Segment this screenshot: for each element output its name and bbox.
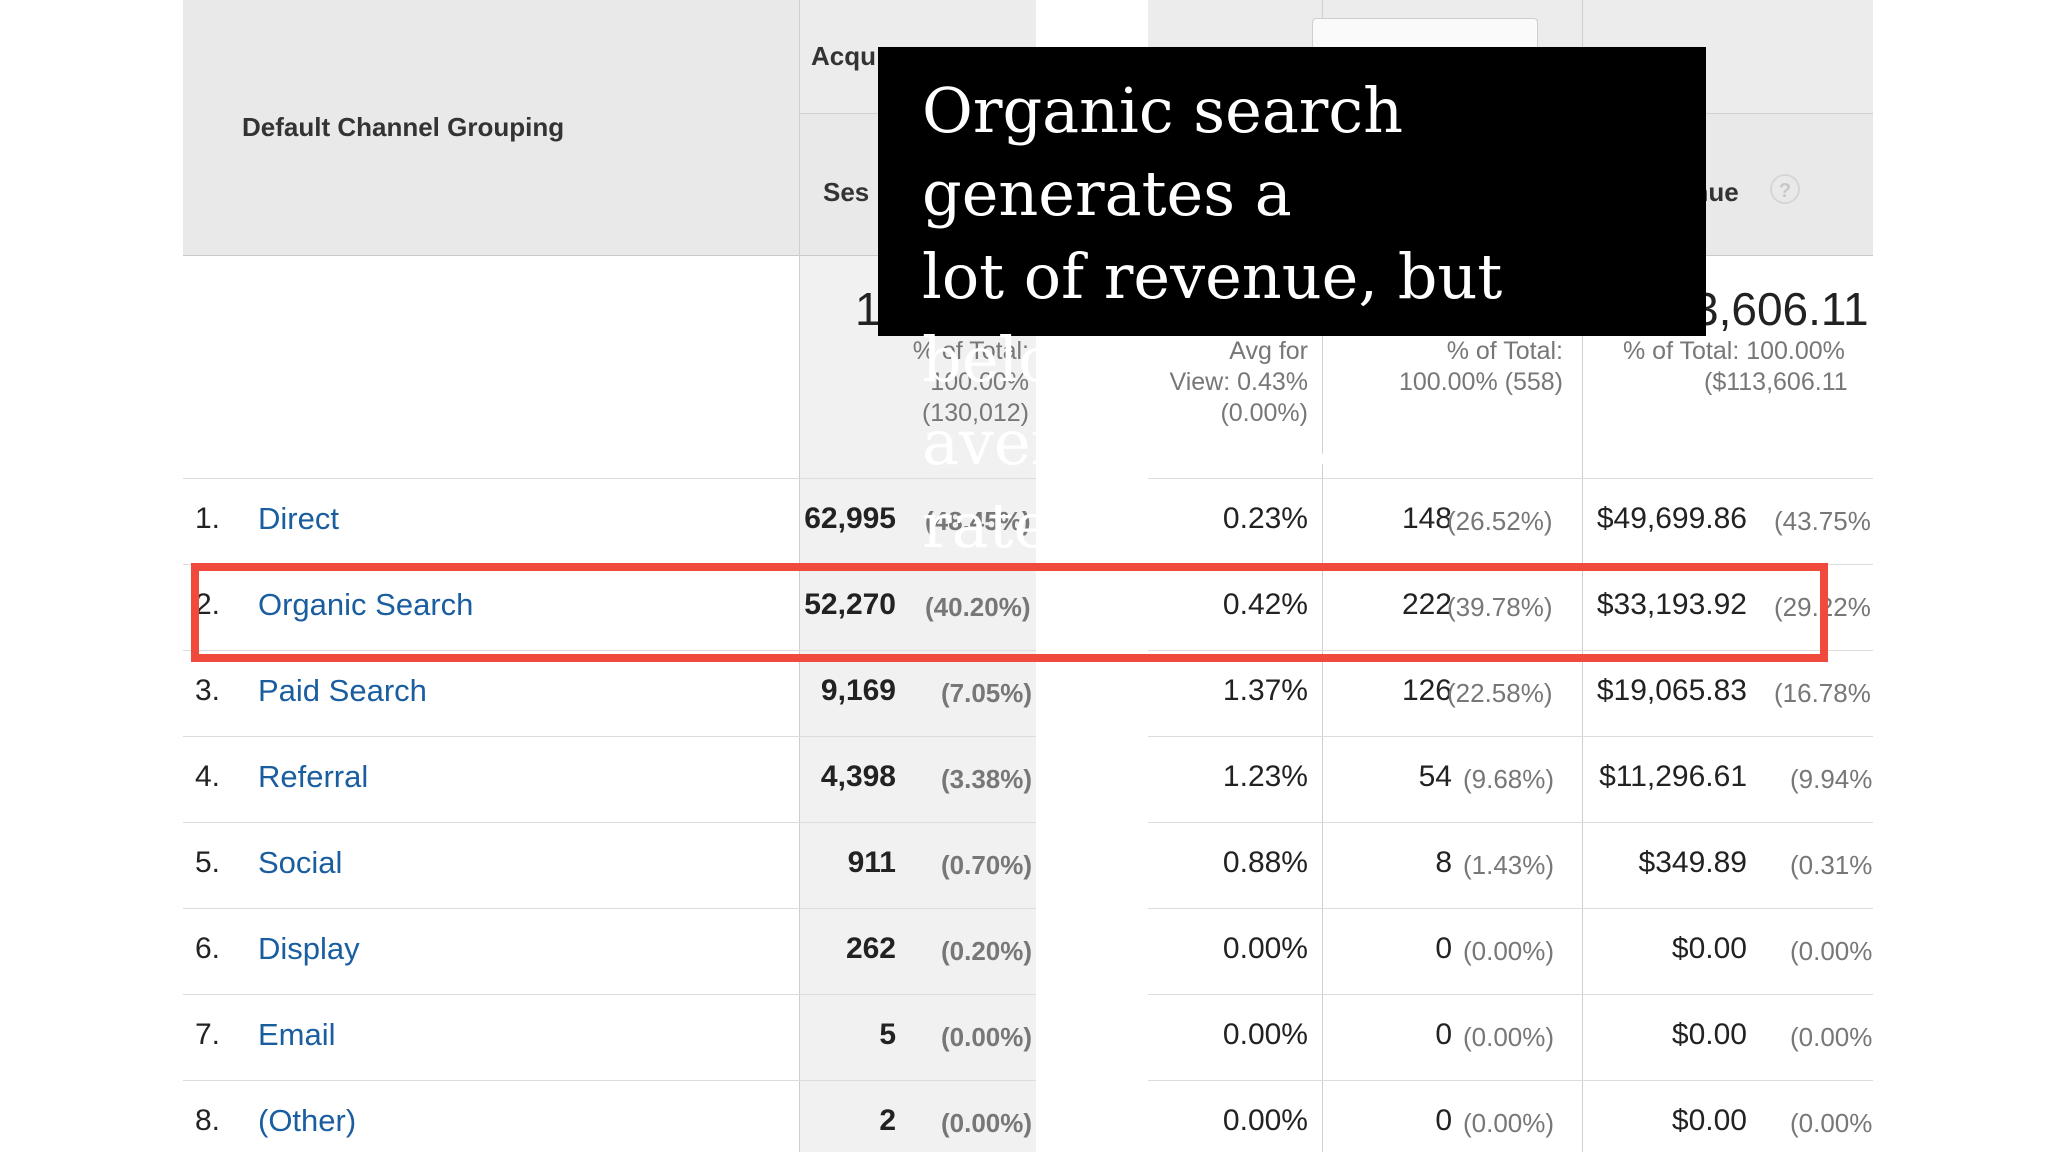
row-divider (183, 1080, 1873, 1081)
highlight-box (191, 563, 1828, 662)
conversion-rate: 0.88% (1222, 846, 1308, 879)
revenue-value: $0.00 (1671, 1018, 1747, 1051)
row-divider (183, 736, 1873, 737)
sessions-pct: (0.20%) (941, 936, 1033, 966)
revenue-pct: (9.94% (1790, 764, 1873, 794)
revenue-total-value: 3,606.11 (1693, 283, 1869, 335)
channel-link[interactable]: (Other) (258, 1103, 357, 1138)
row-number: 4. (195, 760, 221, 793)
row-divider (183, 822, 1873, 823)
sessions-pct: (48.45%) (925, 506, 1031, 536)
row-divider (183, 478, 1873, 479)
revenue-total-pct: % of Total: 100.00% ($113,606.11 (1623, 337, 1848, 396)
revenue-pct: (0.00% (1790, 1108, 1873, 1138)
row-divider (183, 994, 1873, 995)
row-number: 3. (195, 674, 221, 707)
conv-rate-total: Avg for View: 0.43% (0.00%) (1169, 337, 1308, 427)
revenue-value: $33,193.92 (1596, 588, 1747, 621)
revenue-value: $349.89 (1638, 846, 1747, 879)
dimension-header[interactable]: Default Channel Grouping (242, 112, 565, 142)
revenue-value: $0.00 (1671, 1104, 1747, 1137)
transactions-total-pct: % of Total: 100.00% (558) (1398, 337, 1563, 396)
transactions-pct: (0.00%) (1463, 936, 1555, 966)
conversion-rate: 1.37% (1222, 674, 1308, 707)
help-icon[interactable]: ? (1770, 174, 1800, 204)
channel-link[interactable]: Direct (258, 501, 339, 536)
caption-line: Organic search generates a (922, 74, 1404, 230)
conversion-rate: 0.23% (1222, 502, 1308, 535)
sessions-header[interactable]: Ses (823, 177, 870, 207)
sessions-value: 5 (879, 1018, 896, 1051)
caption-line: average conversion rates (922, 406, 1536, 562)
revenue-pct: (0.00% (1790, 936, 1873, 966)
sessions-pct: (0.00%) (941, 1022, 1033, 1052)
sessions-total-value: 1 (855, 283, 881, 335)
conversion-rate: 0.00% (1222, 932, 1308, 965)
transactions-value: 222 (1401, 588, 1452, 621)
transactions-value: 8 (1435, 846, 1452, 879)
revenue-value: $49,699.86 (1596, 502, 1747, 535)
transactions-pct: (0.00%) (1463, 1108, 1555, 1138)
row-number: 1. (195, 502, 221, 535)
transactions-value: 148 (1401, 502, 1452, 535)
transactions-value: 126 (1401, 674, 1452, 707)
sessions-pct: (0.00%) (941, 1108, 1033, 1138)
sessions-pct: (7.05%) (941, 678, 1033, 708)
row-number: 7. (195, 1018, 221, 1051)
transactions-value: 0 (1435, 1104, 1452, 1137)
sessions-value: 2 (879, 1104, 896, 1137)
transactions-value: 54 (1418, 760, 1452, 793)
channel-link[interactable]: Organic Search (258, 587, 474, 622)
channel-link[interactable]: Display (258, 931, 360, 966)
revenue-pct: (43.75% (1774, 506, 1871, 536)
sessions-column-bg (799, 256, 1044, 1152)
channel-link[interactable]: Email (258, 1017, 336, 1052)
row-number: 5. (195, 846, 221, 879)
revenue-pct: (16.78% (1774, 678, 1871, 708)
row-number: 8. (195, 1104, 221, 1137)
channel-link[interactable]: Social (258, 845, 343, 880)
transactions-pct: (26.52%) (1447, 506, 1553, 536)
col-divider-2 (1322, 0, 1323, 1152)
row-divider (183, 908, 1873, 909)
sessions-value: 9,169 (820, 674, 896, 707)
sessions-pct: (3.38%) (941, 764, 1033, 794)
conversion-rate: 0.00% (1222, 1018, 1308, 1051)
row-divider (183, 650, 1873, 651)
row-number: 6. (195, 932, 221, 965)
transactions-pct: (9.68%) (1463, 764, 1555, 794)
conversion-rate: 1.23% (1222, 760, 1308, 793)
acquisition-header: Acqu (811, 41, 876, 71)
caption-line: lot of revenue, but below- (922, 240, 1503, 396)
sessions-total-pct: % of Total: 100.00% (130,012) (912, 337, 1029, 427)
revenue-value: $19,065.83 (1596, 674, 1747, 707)
transactions-pct: (39.78%) (1447, 592, 1553, 622)
transactions-pct: (1.43%) (1463, 850, 1555, 880)
revenue-value: $11,296.61 (1599, 760, 1747, 793)
sessions-pct: (40.20%) (925, 592, 1031, 622)
sessions-value: 4,398 (820, 760, 896, 793)
channel-link[interactable]: Referral (258, 759, 369, 794)
conversion-rate: 0.00% (1222, 1104, 1308, 1137)
revenue-value: $0.00 (1671, 932, 1747, 965)
transactions-value: 0 (1435, 1018, 1452, 1051)
sessions-value: 62,995 (804, 502, 896, 535)
caption-overlay: Organic search generates a lot of revenu… (878, 47, 1706, 562)
transactions-value: 0 (1435, 932, 1452, 965)
col-divider-3 (1582, 0, 1583, 1152)
sessions-value: 911 (847, 846, 896, 879)
transactions-pct: (0.00%) (1463, 1022, 1555, 1052)
sessions-value: 262 (845, 932, 896, 965)
channel-link[interactable]: Paid Search (258, 673, 427, 708)
sessions-value: 52,270 (804, 588, 896, 621)
sessions-pct: (0.70%) (941, 850, 1033, 880)
conversion-rate: 0.42% (1222, 588, 1308, 621)
revenue-pct: (0.31% (1790, 850, 1873, 880)
transactions-pct: (22.58%) (1447, 678, 1553, 708)
col-divider-1 (799, 0, 800, 1152)
revenue-pct: (0.00% (1790, 1022, 1873, 1052)
row-number: 2. (195, 588, 221, 621)
